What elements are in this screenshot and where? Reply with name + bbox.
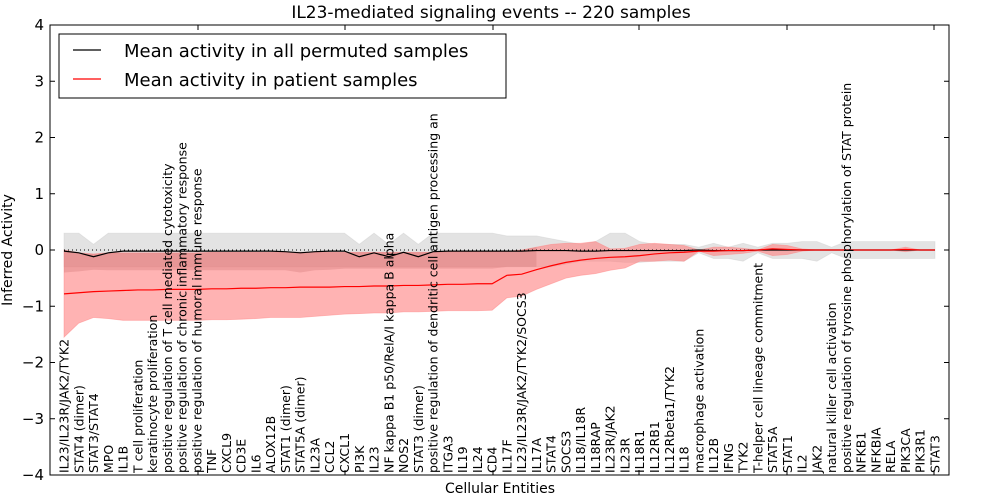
x-category-label: IL6 [248, 454, 263, 473]
x-category-label: IL18RAP [588, 422, 603, 473]
x-category-label: SOCS3 [558, 431, 573, 473]
x-axis-title: Cellular Entities [445, 481, 555, 497]
x-category-label: positive regulation of chronic inflammat… [175, 142, 190, 473]
y-ticks: 4 3 2 1 0 −1 −2 −3 −4 [22, 16, 949, 484]
x-category-label: NOS2 [396, 438, 411, 473]
x-category-label: IL17A [529, 437, 544, 473]
top-ticks [197, 25, 935, 475]
x-category-label: positive regulation of humoral immune re… [189, 168, 204, 473]
x-category-label: IL1B [116, 446, 131, 473]
x-category-label: natural killer cell activation [824, 302, 839, 473]
y-tick-label: 0 [34, 241, 44, 259]
x-category-label: JAK2 [809, 445, 824, 474]
y-tick-label: −2 [22, 354, 44, 372]
x-category-label: STAT3 (dimer) [411, 385, 426, 473]
x-category-label: CD3E [234, 439, 249, 473]
x-category-label: NFKBIA [868, 427, 883, 473]
x-category-label: IL18/IL18R [573, 407, 588, 473]
x-category-label: macrophage activation [691, 329, 706, 473]
legend: Mean activity in all permuted samples Me… [58, 33, 507, 99]
x-category-label: IL23A [307, 437, 322, 473]
x-category-label: positive regulation of tyrosine phosphor… [839, 83, 854, 473]
x-category-label: IL23/IL23R/JAK2/TYK2/SOCS3 [514, 292, 529, 473]
y-axis-title: Inferred Activity [0, 194, 16, 306]
x-category-label: IFNG [721, 443, 736, 473]
x-category-label: IL23R/JAK2 [603, 405, 618, 473]
x-category-label: MPO [101, 445, 116, 473]
x-category-label: T cell proliferation [130, 360, 145, 474]
x-category-label: positive regulation of dendritic cell an… [426, 113, 441, 473]
y-tick-label: −1 [22, 297, 44, 315]
x-category-label: CCL2 [322, 441, 337, 473]
x-category-label: IL12Rbeta1/TYK2 [662, 366, 677, 473]
x-category-label: STAT1 [780, 435, 795, 473]
legend-box [58, 33, 507, 99]
patient-mean-line [63, 248, 935, 295]
x-category-label: NFKB1 [854, 432, 869, 473]
x-category-label: CD4 [485, 447, 500, 473]
x-category-label: positive regulation of T cell mediated c… [160, 163, 175, 473]
y-tick-label: −4 [22, 466, 44, 484]
x-category-label: STAT5A [765, 426, 780, 473]
x-category-label: PI3K [352, 445, 367, 473]
y-tick-label: 1 [34, 185, 44, 203]
x-category-label: TNF [204, 449, 219, 474]
x-category-label: STAT1 (dimer) [278, 385, 293, 473]
x-category-label: IL17F [499, 439, 514, 473]
x-category-label: ITGA3 [440, 435, 455, 473]
x-category-label: NF kappa B1 p50/RelA/I kappa B alpha [381, 233, 396, 473]
y-tick-label: −3 [22, 410, 44, 428]
x-category-label: IL12B [706, 438, 721, 473]
x-category-label: STAT4 [544, 435, 559, 473]
x-category-label: IL19 [455, 446, 470, 473]
x-category-label: IL23R [617, 437, 632, 473]
y-tick-label: 4 [34, 16, 44, 34]
x-category-label: ALOX12B [263, 416, 278, 473]
y-tick-label: 3 [34, 72, 44, 90]
x-category-label: IL23/IL23R/JAK2/TYK2 [57, 339, 72, 473]
x-tick-labels: IL23/IL23R/JAK2/TYK2 STAT4 (dimer) STAT3/S… [57, 83, 943, 474]
legend-label-permuted: Mean activity in all permuted samples [124, 41, 468, 62]
x-category-label: IL18R1 [632, 430, 647, 473]
x-category-label: T-helper cell lineage commitment [750, 263, 765, 474]
plot-area [63, 232, 936, 339]
x-category-label: STAT3 [928, 435, 943, 473]
x-category-label: keratinocyte proliferation [145, 315, 160, 473]
x-category-label: IL18 [677, 446, 692, 473]
x-category-label: PIK3CA [898, 428, 913, 473]
x-category-label: PIK3R1 [913, 429, 928, 473]
x-category-label: IL24 [470, 446, 485, 473]
x-category-label: RELA [883, 440, 898, 473]
x-category-label: IL2 [795, 454, 810, 473]
y-tick-label: 2 [34, 129, 44, 147]
legend-label-patient: Mean activity in patient samples [124, 70, 418, 91]
x-category-label: CXCL9 [219, 433, 234, 473]
band-overlap [64, 247, 537, 273]
x-category-label: CXCL1 [337, 433, 352, 473]
x-category-label: STAT5A (dimer) [293, 377, 308, 473]
x-category-label: STAT3/STAT4 [86, 393, 101, 473]
x-category-label: TYK2 [736, 442, 751, 474]
x-category-label: IL12RB1 [647, 421, 662, 473]
x-category-label: STAT4 (dimer) [71, 385, 86, 473]
x-category-label: IL23 [367, 446, 382, 473]
chart-title: IL23-mediated signaling events -- 220 sa… [291, 3, 691, 23]
